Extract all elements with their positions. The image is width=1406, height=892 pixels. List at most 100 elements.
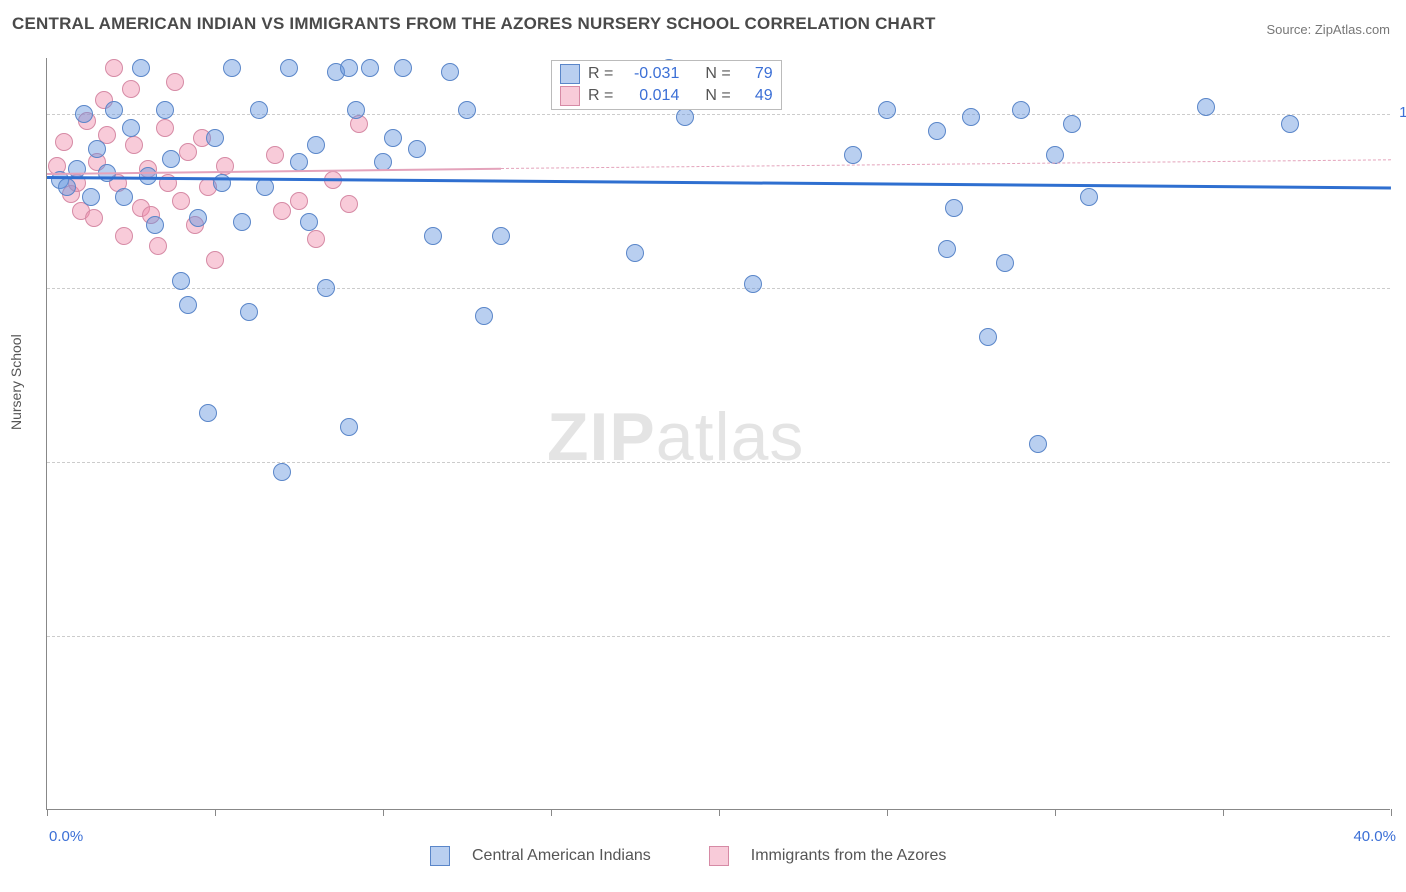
y-axis-label: Nursery School bbox=[8, 334, 24, 430]
data-point-series1 bbox=[979, 328, 997, 346]
data-point-series1 bbox=[58, 178, 76, 196]
legend-swatch-2 bbox=[709, 846, 729, 866]
data-point-series1 bbox=[223, 59, 241, 77]
grid-line bbox=[47, 288, 1390, 289]
data-point-series1 bbox=[206, 129, 224, 147]
x-tick bbox=[1391, 809, 1392, 816]
data-point-series2 bbox=[105, 59, 123, 77]
data-point-series1 bbox=[105, 101, 123, 119]
x-tick bbox=[383, 809, 384, 816]
legend-swatch-icon bbox=[560, 86, 580, 106]
data-point-series1 bbox=[996, 254, 1014, 272]
data-point-series1 bbox=[347, 101, 365, 119]
data-point-series2 bbox=[340, 195, 358, 213]
data-point-series2 bbox=[85, 209, 103, 227]
data-point-series1 bbox=[384, 129, 402, 147]
data-point-series1 bbox=[626, 244, 644, 262]
data-point-series1 bbox=[273, 463, 291, 481]
data-point-series2 bbox=[156, 119, 174, 137]
x-tick bbox=[551, 809, 552, 816]
bottom-legend: Central American Indians Immigrants from… bbox=[430, 846, 946, 866]
data-point-series1 bbox=[250, 101, 268, 119]
data-point-series1 bbox=[408, 140, 426, 158]
data-point-series2 bbox=[122, 80, 140, 98]
data-point-series1 bbox=[1029, 435, 1047, 453]
legend-R-value: 0.014 bbox=[621, 87, 679, 105]
stats-legend: R = -0.031 N = 79 R = 0.014 N = 49 bbox=[551, 60, 782, 110]
data-point-series1 bbox=[928, 122, 946, 140]
data-point-series1 bbox=[146, 216, 164, 234]
legend-N-value: 49 bbox=[739, 87, 773, 105]
data-point-series1 bbox=[75, 105, 93, 123]
trend-line-1 bbox=[47, 176, 1391, 189]
data-point-series1 bbox=[1012, 101, 1030, 119]
legend-N-value: 79 bbox=[739, 65, 773, 83]
legend-R-value: -0.031 bbox=[621, 65, 679, 83]
data-point-series1 bbox=[361, 59, 379, 77]
data-point-series1 bbox=[475, 307, 493, 325]
x-tick bbox=[1055, 809, 1056, 816]
data-point-series1 bbox=[340, 418, 358, 436]
data-point-series2 bbox=[125, 136, 143, 154]
data-point-series1 bbox=[844, 146, 862, 164]
data-point-series2 bbox=[166, 73, 184, 91]
grid-line bbox=[47, 636, 1390, 637]
data-point-series1 bbox=[938, 240, 956, 258]
watermark-bold: ZIP bbox=[547, 399, 656, 475]
data-point-series1 bbox=[88, 140, 106, 158]
x-tick bbox=[47, 809, 48, 816]
data-point-series1 bbox=[307, 136, 325, 154]
data-point-series1 bbox=[945, 199, 963, 217]
y-tick-label: 95.0% bbox=[1394, 278, 1406, 295]
data-point-series1 bbox=[1063, 115, 1081, 133]
data-point-series2 bbox=[273, 202, 291, 220]
data-point-series2 bbox=[206, 251, 224, 269]
legend-swatch-icon bbox=[560, 64, 580, 84]
legend-label-1: Central American Indians bbox=[472, 847, 651, 865]
legend-N-label: N = bbox=[705, 65, 730, 83]
data-point-series2 bbox=[266, 146, 284, 164]
data-point-series1 bbox=[156, 101, 174, 119]
data-point-series1 bbox=[300, 213, 318, 231]
data-point-series1 bbox=[458, 101, 476, 119]
chart-title: CENTRAL AMERICAN INDIAN VS IMMIGRANTS FR… bbox=[12, 14, 936, 34]
data-point-series2 bbox=[172, 192, 190, 210]
x-label-right: 40.0% bbox=[1353, 828, 1396, 845]
data-point-series1 bbox=[233, 213, 251, 231]
y-tick-label: 90.0% bbox=[1394, 452, 1406, 469]
data-point-series1 bbox=[317, 279, 335, 297]
data-point-series1 bbox=[280, 59, 298, 77]
data-point-series1 bbox=[878, 101, 896, 119]
data-point-series1 bbox=[394, 59, 412, 77]
legend-label-2: Immigrants from the Azores bbox=[751, 847, 947, 865]
data-point-series2 bbox=[290, 192, 308, 210]
legend-N-label: N = bbox=[705, 87, 730, 105]
data-point-series1 bbox=[290, 153, 308, 171]
x-tick bbox=[719, 809, 720, 816]
data-point-series1 bbox=[82, 188, 100, 206]
data-point-series1 bbox=[132, 59, 150, 77]
data-point-series1 bbox=[744, 275, 762, 293]
trend-line-2-ext bbox=[501, 159, 1391, 169]
data-point-series2 bbox=[149, 237, 167, 255]
data-point-series1 bbox=[1080, 188, 1098, 206]
data-point-series1 bbox=[492, 227, 510, 245]
data-point-series1 bbox=[172, 272, 190, 290]
y-tick-label: 100.0% bbox=[1394, 104, 1406, 121]
stats-legend-row: R =-0.031N =79 bbox=[560, 63, 773, 85]
x-tick bbox=[1223, 809, 1224, 816]
y-tick-label: 85.0% bbox=[1394, 626, 1406, 643]
data-point-series1 bbox=[340, 59, 358, 77]
data-point-series1 bbox=[1197, 98, 1215, 116]
legend-R-label: R = bbox=[588, 87, 613, 105]
data-point-series1 bbox=[441, 63, 459, 81]
data-point-series1 bbox=[424, 227, 442, 245]
stats-legend-row: R = 0.014 N = 49 bbox=[560, 85, 773, 107]
data-point-series2 bbox=[179, 143, 197, 161]
x-tick bbox=[887, 809, 888, 816]
data-point-series2 bbox=[55, 133, 73, 151]
data-point-series1 bbox=[122, 119, 140, 137]
data-point-series1 bbox=[189, 209, 207, 227]
data-point-series1 bbox=[1281, 115, 1299, 133]
data-point-series1 bbox=[962, 108, 980, 126]
